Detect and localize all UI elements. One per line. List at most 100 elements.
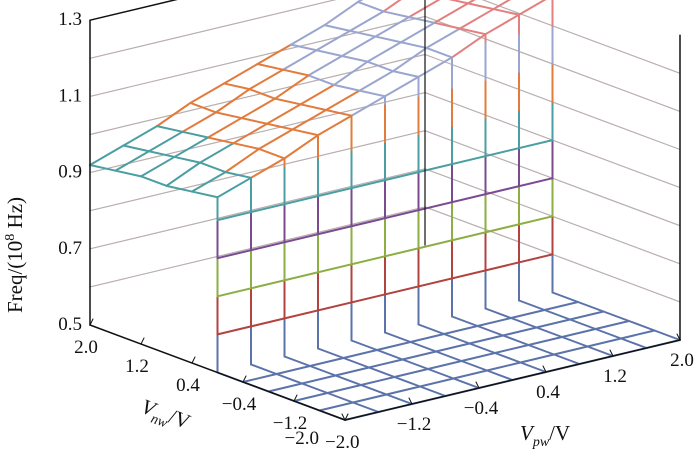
surface-segment <box>427 368 455 380</box>
surface-wireframe <box>89 0 681 421</box>
surface-segment <box>215 111 243 120</box>
x-tick-label: −2.0 <box>285 428 319 449</box>
surface-segment <box>358 70 394 92</box>
surface-segment <box>376 349 404 361</box>
surface-segment <box>366 60 394 73</box>
surface-segment <box>282 68 310 77</box>
surface-segment <box>385 385 421 396</box>
z-tick-label: 1.3 <box>58 9 82 30</box>
surface-segment <box>401 350 437 361</box>
surface-segment <box>393 368 429 378</box>
surface-segment <box>467 2 495 11</box>
surface-segment <box>400 21 436 44</box>
gridline <box>89 91 426 174</box>
surface-segment <box>360 384 388 396</box>
surface-segment <box>435 342 471 353</box>
surface-segment <box>215 88 251 114</box>
surface-segment <box>207 117 243 139</box>
surface-segment <box>334 366 370 377</box>
surface-segment <box>341 54 369 63</box>
surface-segment <box>417 56 453 78</box>
surface-segment <box>452 377 480 389</box>
x-tick-mark <box>344 413 349 421</box>
x-tick-label: 2.0 <box>74 337 98 358</box>
surface-segment <box>594 328 622 340</box>
surface-segment <box>240 97 276 120</box>
surface-segment <box>467 0 476 5</box>
surface-segment <box>586 345 614 357</box>
gridline <box>89 53 426 136</box>
surface-segment <box>341 35 377 57</box>
surface-segment <box>342 357 370 369</box>
surface-segment <box>318 401 354 412</box>
surface-segment <box>207 136 235 145</box>
surface-segment <box>352 401 380 413</box>
z-tick-label: 0.7 <box>58 238 82 259</box>
surface-segment <box>317 347 345 359</box>
surface-segment <box>266 122 294 131</box>
surface-segment <box>267 382 303 393</box>
surface-segment <box>283 134 319 160</box>
x-tick-label: 0.4 <box>176 375 200 396</box>
surface-segment <box>352 393 388 404</box>
surface-segment <box>628 320 656 332</box>
surface-segment <box>216 176 252 199</box>
wall-ring <box>216 253 554 336</box>
surface-segment <box>448 0 469 5</box>
surface-segment <box>460 352 496 362</box>
surface-segment <box>250 157 286 179</box>
surface-segment <box>561 328 597 338</box>
surface-segment <box>451 315 479 327</box>
surface-segment <box>553 345 589 356</box>
surface-segment <box>173 136 209 158</box>
surface-segment <box>258 147 286 160</box>
axis-label-part: /V <box>549 421 570 445</box>
surface-segment <box>384 331 412 343</box>
surface-segment <box>586 337 622 348</box>
surface-segment <box>349 29 377 38</box>
z-tick-label: 0.5 <box>58 314 82 335</box>
surface-segment <box>510 317 538 329</box>
surface-segment <box>553 353 581 365</box>
surface-segment <box>382 0 402 13</box>
surface-segment <box>301 374 337 385</box>
surface-segment <box>191 171 227 193</box>
surface-segment <box>156 125 184 133</box>
surface-segment <box>299 83 335 106</box>
surface-segment <box>283 355 311 367</box>
surface-segment <box>293 392 329 402</box>
surface-segment <box>323 0 359 27</box>
surface-segment <box>357 0 364 3</box>
surface-segment <box>459 8 495 30</box>
z-axis-label: Freq/(108 Hz) <box>3 197 27 313</box>
surface-segment <box>543 309 571 321</box>
surface-segment <box>374 35 402 44</box>
surface-segment <box>368 358 404 369</box>
surface-segment <box>274 74 310 100</box>
surface-segment <box>156 101 192 128</box>
y-tick-label: −1.2 <box>397 414 431 435</box>
surface-segment <box>494 344 530 354</box>
surface-segment <box>427 360 463 370</box>
surface-segment <box>519 353 555 364</box>
surface-segment <box>408 16 436 24</box>
surface-segment <box>476 317 512 327</box>
surface-segment <box>577 301 605 313</box>
surface-segment <box>114 169 142 178</box>
surface-segment <box>409 333 445 343</box>
y-tick-mark <box>341 413 346 421</box>
surface-segment <box>325 89 361 112</box>
surface-segment <box>400 41 428 49</box>
surface-segment <box>476 325 504 337</box>
surface-segment <box>419 385 447 397</box>
axis-label-part: V <box>520 421 535 445</box>
surface-segment <box>242 373 278 383</box>
surface-segment <box>393 376 421 388</box>
surface-segment <box>417 323 445 335</box>
surface-segment <box>451 33 487 59</box>
y-axis-line <box>344 339 681 421</box>
surface-segment <box>443 325 479 335</box>
y-tick-label: 0.4 <box>536 382 560 403</box>
y-tick-label: −0.4 <box>464 398 499 419</box>
surface-segment <box>189 82 225 104</box>
